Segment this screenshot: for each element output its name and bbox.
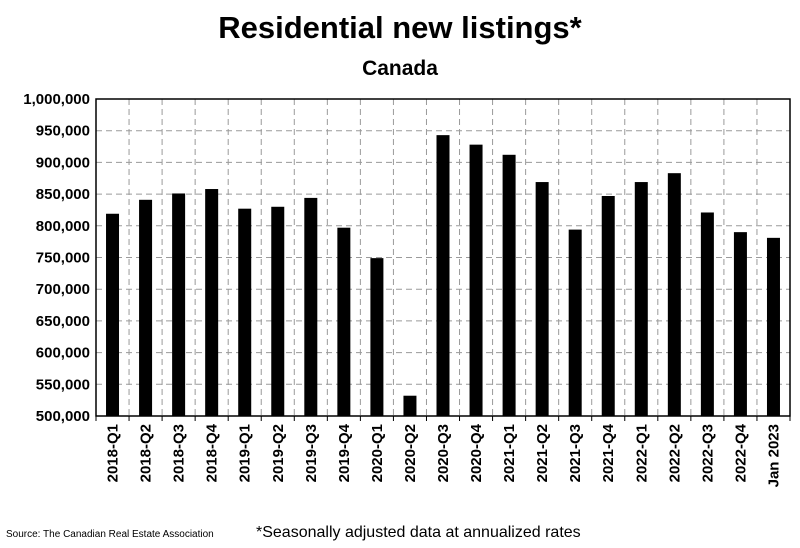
source-note: Source: The Canadian Real Estate Associa… xyxy=(6,529,214,540)
x-tick-label: 2020-Q2 xyxy=(402,424,419,482)
x-tick-label: 2021-Q2 xyxy=(534,424,551,482)
x-tick-label: 2019-Q1 xyxy=(237,424,254,482)
y-tick-label: 750,000 xyxy=(36,250,90,267)
bar xyxy=(172,193,186,416)
x-tick-label: 2022-Q2 xyxy=(666,424,683,482)
bar xyxy=(436,135,450,416)
bar xyxy=(238,208,252,416)
x-tick-label: 2019-Q3 xyxy=(303,424,320,482)
chart-title: Residential new listings* xyxy=(218,10,582,45)
bar xyxy=(139,199,153,416)
x-tick-label: Jan 2023 xyxy=(765,424,782,487)
bar xyxy=(205,189,219,416)
x-tick-label: 2018-Q1 xyxy=(105,424,122,482)
y-tick-label: 700,000 xyxy=(36,281,90,298)
x-tick-label: 2020-Q3 xyxy=(435,424,452,482)
y-tick-label: 1,000,000 xyxy=(23,91,90,108)
chart-subtitle: Canada xyxy=(362,57,438,80)
x-tick-label: 2022-Q1 xyxy=(633,424,650,482)
y-tick-label: 950,000 xyxy=(36,123,90,140)
x-tick-label: 2022-Q4 xyxy=(732,423,749,482)
bar xyxy=(535,182,549,416)
bar xyxy=(304,197,318,416)
y-tick-label: 900,000 xyxy=(36,154,90,171)
bar xyxy=(370,258,384,416)
y-tick-label: 550,000 xyxy=(36,376,90,393)
bar xyxy=(568,229,582,416)
bar xyxy=(667,173,681,416)
y-tick-label: 600,000 xyxy=(36,345,90,362)
x-tick-label: 2021-Q1 xyxy=(501,424,518,482)
x-tick-label: 2021-Q4 xyxy=(600,423,617,482)
footnote: *Seasonally adjusted data at annualized … xyxy=(256,524,581,541)
x-tick-label: 2021-Q3 xyxy=(567,424,584,482)
x-tick-label: 2018-Q3 xyxy=(171,424,188,482)
bar xyxy=(337,227,351,416)
x-tick-label: 2020-Q4 xyxy=(468,423,485,482)
x-tick-label: 2019-Q4 xyxy=(336,423,353,482)
bar xyxy=(601,196,615,416)
y-tick-label: 800,000 xyxy=(36,218,90,235)
bar xyxy=(106,213,120,416)
x-tick-label: 2018-Q2 xyxy=(138,424,155,482)
x-tick-label: 2019-Q2 xyxy=(270,424,287,482)
x-tick-label: 2022-Q3 xyxy=(699,424,716,482)
bar xyxy=(700,212,714,416)
bar xyxy=(502,154,516,417)
y-tick-label: 650,000 xyxy=(36,313,90,330)
bar xyxy=(766,237,780,416)
bar xyxy=(403,395,417,416)
bar xyxy=(271,206,285,416)
x-tick-label: 2020-Q1 xyxy=(369,424,386,482)
y-tick-label: 500,000 xyxy=(36,408,90,425)
y-tick-label: 850,000 xyxy=(36,186,90,203)
bar xyxy=(634,182,648,416)
bar xyxy=(733,232,747,416)
x-tick-label: 2018-Q4 xyxy=(204,423,221,482)
bar xyxy=(469,144,483,416)
